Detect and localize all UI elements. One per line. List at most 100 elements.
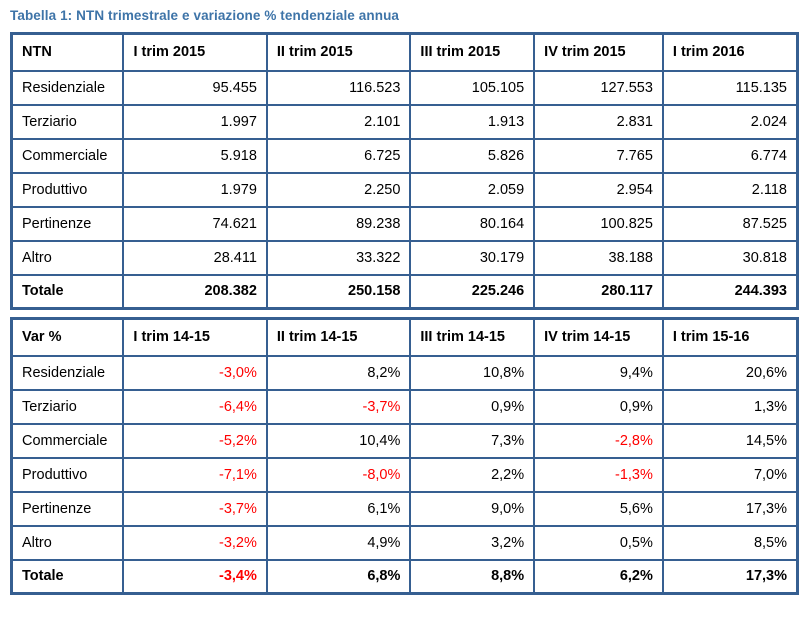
ntn-cell-pertinenze-0: 74.621: [122, 205, 268, 242]
ntn-cell-altro-3: 38.188: [533, 239, 664, 276]
var-cell-pertinenze-4: 17,3%: [661, 490, 799, 527]
var-cell-commerciale-0: -5,2%: [122, 422, 268, 459]
ntn-cell-terziario-3: 2.831: [533, 103, 664, 140]
ntn-row-altro: Altro 28.411 33.322 30.179 38.188 30.818: [10, 239, 799, 276]
var-cell-residenziale-0: -3,0%: [122, 354, 268, 391]
var-row-label-residenziale: Residenziale: [10, 354, 125, 391]
ntn-row-label-produttivo: Produttivo: [10, 171, 125, 208]
ntn-cell-produttivo-1: 2.250: [265, 171, 412, 208]
ntn-cell-commerciale-0: 5.918: [122, 137, 268, 174]
var-row-label-commerciale: Commerciale: [10, 422, 125, 459]
ntn-row-label-commerciale: Commerciale: [10, 137, 125, 174]
var-cell-produttivo-0: -7,1%: [122, 456, 268, 493]
ntn-header-iv-trim-2015: IV trim 2015: [533, 32, 664, 72]
var-cell-totale-1: 6,8%: [265, 558, 412, 595]
var-row-label-altro: Altro: [10, 524, 125, 561]
var-header-var-: Var %: [10, 317, 125, 357]
var-row-pertinenze: Pertinenze -3,7% 6,1% 9,0% 5,6% 17,3%: [10, 490, 799, 527]
ntn-cell-totale-1: 250.158: [265, 273, 412, 310]
var-cell-residenziale-4: 20,6%: [661, 354, 799, 391]
var-cell-terziario-4: 1,3%: [661, 388, 799, 425]
var-row-residenziale: Residenziale -3,0% 8,2% 10,8% 9,4% 20,6%: [10, 354, 799, 391]
ntn-header-i-trim-2015: I trim 2015: [122, 32, 268, 72]
ntn-cell-totale-3: 280.117: [533, 273, 664, 310]
ntn-cell-residenziale-0: 95.455: [122, 69, 268, 106]
var-cell-terziario-0: -6,4%: [122, 388, 268, 425]
ntn-cell-pertinenze-3: 100.825: [533, 205, 664, 242]
var-cell-altro-0: -3,2%: [122, 524, 268, 561]
ntn-cell-totale-2: 225.246: [409, 273, 536, 310]
ntn-cell-terziario-1: 2.101: [265, 103, 412, 140]
ntn-row-commerciale: Commerciale 5.918 6.725 5.826 7.765 6.774: [10, 137, 799, 174]
var-cell-produttivo-4: 7,0%: [661, 456, 799, 493]
ntn-cell-produttivo-4: 2.118: [661, 171, 799, 208]
var-cell-residenziale-2: 10,8%: [409, 354, 536, 391]
ntn-cell-residenziale-3: 127.553: [533, 69, 664, 106]
var-header-row: Var % I trim 14-15 II trim 14-15 III trim 1…: [10, 317, 799, 357]
ntn-cell-terziario-0: 1.997: [122, 103, 268, 140]
ntn-header-row: NTN I trim 2015 II trim 2015 III trim 2015 I…: [10, 32, 799, 72]
var-row-label-totale: Totale: [10, 558, 125, 595]
ntn-cell-altro-1: 33.322: [265, 239, 412, 276]
var-cell-totale-0: -3,4%: [122, 558, 268, 595]
var-cell-commerciale-4: 14,5%: [661, 422, 799, 459]
ntn-row-label-totale: Totale: [10, 273, 125, 310]
ntn-row-label-residenziale: Residenziale: [10, 69, 125, 106]
var-header-iii-trim-14-15: III trim 14-15: [409, 317, 536, 357]
var-row-label-pertinenze: Pertinenze: [10, 490, 125, 527]
ntn-cell-produttivo-3: 2.954: [533, 171, 664, 208]
var-row-totale: Totale -3,4% 6,8% 8,8% 6,2% 17,3%: [10, 558, 799, 595]
ntn-cell-produttivo-0: 1.979: [122, 171, 268, 208]
var-cell-produttivo-3: -1,3%: [533, 456, 664, 493]
ntn-cell-pertinenze-1: 89.238: [265, 205, 412, 242]
ntn-cell-pertinenze-4: 87.525: [661, 205, 799, 242]
ntn-cell-residenziale-2: 105.105: [409, 69, 536, 106]
ntn-cell-commerciale-2: 5.826: [409, 137, 536, 174]
ntn-row-totale: Totale 208.382 250.158 225.246 280.117 244.39…: [10, 273, 799, 310]
ntn-cell-pertinenze-2: 80.164: [409, 205, 536, 242]
var-header-i-trim-14-15: I trim 14-15: [122, 317, 268, 357]
var-cell-totale-3: 6,2%: [533, 558, 664, 595]
ntn-header-iii-trim-2015: III trim 2015: [409, 32, 536, 72]
var-cell-commerciale-2: 7,3%: [409, 422, 536, 459]
var-cell-pertinenze-3: 5,6%: [533, 490, 664, 527]
var-cell-pertinenze-2: 9,0%: [409, 490, 536, 527]
var-row-commerciale: Commerciale -5,2% 10,4% 7,3% -2,8% 14,5%: [10, 422, 799, 459]
var-cell-totale-4: 17,3%: [661, 558, 799, 595]
var-row-label-terziario: Terziario: [10, 388, 125, 425]
ntn-row-label-terziario: Terziario: [10, 103, 125, 140]
ntn-row-terziario: Terziario 1.997 2.101 1.913 2.831 2.024: [10, 103, 799, 140]
var-row-label-produttivo: Produttivo: [10, 456, 125, 493]
ntn-header-ntn: NTN: [10, 32, 125, 72]
var-cell-commerciale-3: -2,8%: [533, 422, 664, 459]
ntn-cell-totale-4: 244.393: [661, 273, 799, 310]
ntn-cell-commerciale-1: 6.725: [265, 137, 412, 174]
ntn-cell-residenziale-4: 115.135: [661, 69, 799, 106]
ntn-row-residenziale: Residenziale 95.455 116.523 105.105 127.553 1…: [10, 69, 799, 106]
var-cell-pertinenze-0: -3,7%: [122, 490, 268, 527]
ntn-cell-terziario-2: 1.913: [409, 103, 536, 140]
var-cell-commerciale-1: 10,4%: [265, 422, 412, 459]
var-cell-residenziale-3: 9,4%: [533, 354, 664, 391]
ntn-cell-produttivo-2: 2.059: [409, 171, 536, 208]
var-row-altro: Altro -3,2% 4,9% 3,2% 0,5% 8,5%: [10, 524, 799, 561]
var-table: Var % I trim 14-15 II trim 14-15 III trim 1…: [10, 317, 799, 595]
ntn-cell-altro-4: 30.818: [661, 239, 799, 276]
var-cell-pertinenze-1: 6,1%: [265, 490, 412, 527]
ntn-row-produttivo: Produttivo 1.979 2.250 2.059 2.954 2.118: [10, 171, 799, 208]
var-row-produttivo: Produttivo -7,1% -8,0% 2,2% -1,3% 7,0%: [10, 456, 799, 493]
var-header-i-trim-15-16: I trim 15-16: [661, 317, 799, 357]
ntn-header-i-trim-2016: I trim 2016: [661, 32, 799, 72]
ntn-row-pertinenze: Pertinenze 74.621 89.238 80.164 100.825 87.52…: [10, 205, 799, 242]
var-cell-residenziale-1: 8,2%: [265, 354, 412, 391]
var-header-iv-trim-14-15: IV trim 14-15: [533, 317, 664, 357]
var-cell-terziario-1: -3,7%: [265, 388, 412, 425]
var-cell-altro-4: 8,5%: [661, 524, 799, 561]
var-cell-terziario-3: 0,9%: [533, 388, 664, 425]
var-cell-altro-3: 0,5%: [533, 524, 664, 561]
var-cell-produttivo-1: -8,0%: [265, 456, 412, 493]
var-cell-altro-1: 4,9%: [265, 524, 412, 561]
ntn-table: NTN I trim 2015 II trim 2015 III trim 2015 I…: [10, 32, 799, 310]
ntn-cell-residenziale-1: 116.523: [265, 69, 412, 106]
